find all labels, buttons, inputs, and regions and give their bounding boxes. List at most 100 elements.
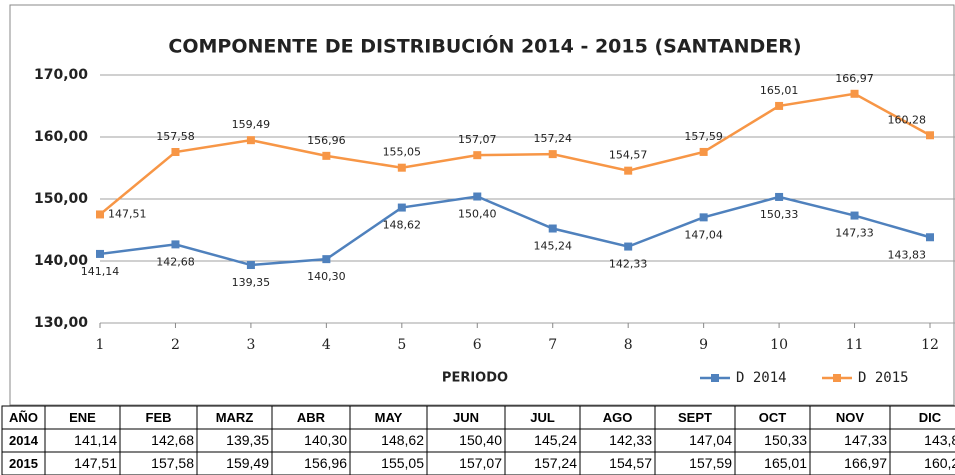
marker [699,147,708,156]
x-axis-title: PERIODO [442,371,508,386]
data-label: 141,14 [81,265,120,278]
table-cell-text: 142,33 [609,432,652,448]
data-label: 166,97 [835,72,874,85]
table-cell-text: 166,97 [844,455,887,471]
marker [699,213,708,222]
data-label: 157,59 [684,130,723,143]
y-tick-label: 150,00 [34,191,88,207]
table-header: DIC [919,410,942,425]
data-label: 147,33 [835,227,874,240]
x-tick-label: 10 [770,337,788,353]
marker [246,136,255,145]
data-label: 142,68 [156,255,195,268]
table-cell-text: 142,68 [151,432,194,448]
table-header: SEPT [678,410,712,425]
table-header: ENE [69,410,96,425]
table-header: AGO [603,410,633,425]
marker [171,240,180,249]
x-tick-label: 4 [322,337,331,353]
y-tick-label: 140,00 [34,253,88,269]
marker [775,192,784,201]
legend-marker [711,374,719,382]
table-header: FEB [146,410,172,425]
data-label: 139,35 [232,276,271,289]
data-label: 159,49 [232,118,271,131]
marker [624,166,633,175]
table-cell-text: 147,04 [689,432,732,448]
table-cell-text: 165,01 [764,455,807,471]
data-label: 145,24 [533,240,572,253]
series-line [99,195,931,267]
marker [775,101,784,110]
data-label: 157,07 [458,133,497,146]
marker [473,151,482,160]
data-label: 150,40 [458,208,497,221]
table-cell-text: 155,05 [381,455,424,471]
data-label: 157,24 [533,132,572,145]
y-tick-label: 170,00 [34,67,88,83]
marker [171,148,180,157]
table-cell-text: 143,83 [924,432,955,448]
table-cell-text: 157,07 [459,455,502,471]
data-label: 147,04 [684,228,723,241]
marker [548,224,557,233]
x-tick-label: 5 [397,337,406,353]
marker [473,192,482,201]
marker [850,89,859,98]
series-line [99,92,931,216]
x-tick-label: 8 [624,337,633,353]
marker [624,242,633,251]
data-label: 155,05 [383,146,422,159]
x-tick-label: 1 [96,337,105,353]
marker [850,211,859,220]
data-label: 160,28 [888,113,927,126]
table-cell-text: 157,24 [534,455,577,471]
legend-label: D 2015 [858,370,909,386]
table-header: MAY [375,410,403,425]
table-cell-text: 141,14 [74,432,117,448]
data-label: 165,01 [760,84,799,97]
marker [397,163,406,172]
chart-border [9,4,955,406]
marker [926,131,934,140]
table-cell-text: 156,96 [304,455,347,471]
table-header: OCT [759,410,787,425]
table-cell-text: 147,51 [74,455,117,471]
table-cell-text: 154,57 [609,455,652,471]
marker [96,249,104,258]
x-tick-label: 9 [699,337,708,353]
data-label: 157,58 [156,130,195,143]
table-cell-text: 148,62 [381,432,424,448]
table-cell-text: 150,40 [459,432,502,448]
marker [96,210,104,219]
table-cell-text: 2014 [9,433,39,448]
legend-marker [833,374,841,382]
table-cell [889,451,955,475]
data-label: 147,51 [108,207,147,220]
marker [397,203,406,212]
table-cell-text: 139,35 [226,432,269,448]
x-tick-label: 12 [921,337,939,353]
data-label: 148,62 [383,219,422,232]
data-label: 142,33 [609,258,648,271]
table-cell-text: 147,33 [844,432,887,448]
data-label: 150,33 [760,208,799,221]
table-header: AÑO [9,410,38,425]
x-tick-label: 3 [246,337,255,353]
table-cell-text: 157,58 [151,455,194,471]
x-tick-label: 2 [171,337,180,353]
table-header: ABR [297,410,326,425]
table-header: JUL [530,410,555,425]
table-cell-text: 140,30 [304,432,347,448]
table-header: MARZ [216,410,254,425]
x-tick-label: 6 [473,337,482,353]
table-cell-text: 160,28 [924,455,955,471]
x-tick-label: 7 [548,337,557,353]
table-header: JUN [453,410,479,425]
table-cell-text: 157,59 [689,455,732,471]
marker [246,261,255,270]
data-label: 156,96 [307,134,346,147]
data-label: 140,30 [307,270,346,283]
